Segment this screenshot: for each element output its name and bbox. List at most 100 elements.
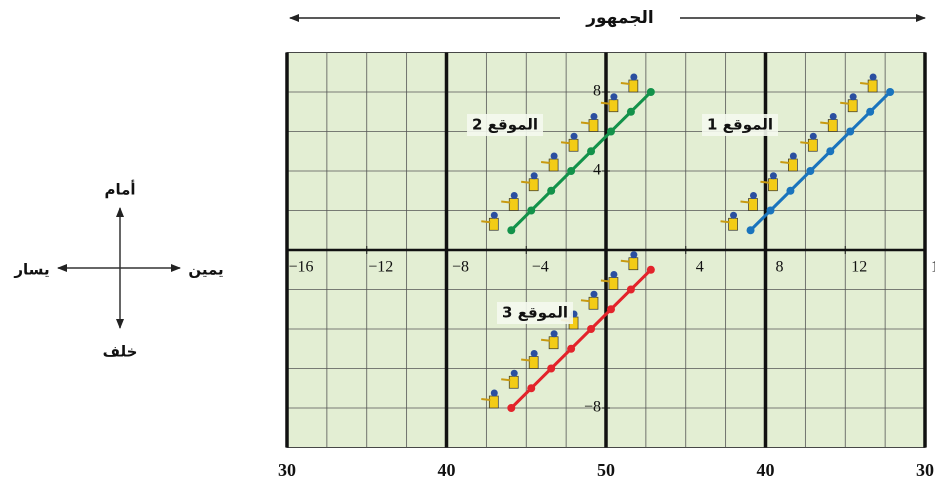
- marcher-horn: [481, 220, 491, 224]
- marcher-horn: [540, 161, 551, 164]
- point: [547, 364, 556, 373]
- marcher-horn: [501, 378, 511, 382]
- point: [866, 107, 875, 116]
- point: [646, 265, 655, 274]
- marcher-body: [807, 138, 818, 152]
- point: [626, 285, 635, 294]
- marcher-hat: [809, 132, 817, 140]
- marcher-horn: [620, 259, 630, 263]
- marcher-hat: [490, 211, 498, 219]
- marcher: [620, 251, 639, 271]
- marcher-body: [788, 158, 798, 172]
- marcher-body: [608, 277, 619, 290]
- marcher: [501, 192, 519, 211]
- marcher: [580, 113, 599, 132]
- marcher-body: [867, 79, 878, 93]
- marcher: [481, 211, 499, 231]
- marcher-horn: [760, 180, 770, 184]
- point: [826, 147, 835, 156]
- marcher-body: [748, 198, 758, 211]
- marcher-body: [628, 79, 639, 93]
- marcher-hat: [849, 93, 857, 101]
- marcher: [800, 132, 818, 152]
- marcher-body: [588, 296, 599, 310]
- marcher-body: [508, 375, 519, 389]
- marcher-hat: [789, 152, 797, 160]
- marcher-horn: [560, 141, 571, 145]
- point: [527, 384, 536, 393]
- point: [626, 107, 635, 116]
- marcher-hat: [510, 192, 518, 199]
- point: [766, 206, 775, 215]
- marcher: [540, 152, 559, 172]
- y-tick-label: 8: [593, 83, 601, 100]
- marcher: [780, 152, 798, 172]
- point: [846, 127, 855, 136]
- x-tick-label: −16: [288, 259, 313, 276]
- point: [547, 186, 556, 195]
- marcher: [760, 172, 778, 192]
- marcher: [820, 113, 838, 132]
- marcher-hat: [610, 93, 618, 101]
- y-tick-label: 4: [593, 162, 601, 179]
- marcher-horn: [600, 101, 611, 105]
- marcher-horn: [859, 82, 870, 85]
- x-tick-label: 12: [851, 259, 867, 276]
- marcher-horn: [780, 161, 790, 164]
- marcher-body: [827, 119, 838, 132]
- marcher-body: [568, 138, 579, 152]
- x-tick-label: −12: [368, 259, 393, 276]
- marcher-body: [847, 99, 858, 113]
- marcher-hat: [550, 152, 558, 160]
- marcher-horn: [800, 141, 810, 145]
- marcher-body: [768, 178, 778, 192]
- marcher: [521, 350, 539, 369]
- marcher-horn: [521, 358, 531, 362]
- point: [527, 206, 536, 215]
- position-label: الموقع 3: [502, 304, 568, 322]
- point: [746, 226, 755, 235]
- point: [646, 88, 655, 96]
- point: [606, 127, 615, 136]
- x-tick-label: 16: [931, 259, 935, 276]
- point: [886, 88, 895, 96]
- yard-number: 30: [916, 460, 934, 480]
- marcher-body: [528, 178, 539, 192]
- label-bg: [497, 302, 573, 324]
- marcher: [720, 211, 738, 231]
- marcher-body: [528, 356, 539, 369]
- marcher-horn: [481, 398, 491, 401]
- point: [806, 167, 815, 175]
- point: [587, 325, 596, 333]
- marcher: [501, 369, 519, 389]
- marcher: [560, 132, 579, 152]
- marcher-hat: [769, 172, 777, 180]
- marcher-body: [488, 217, 499, 231]
- yard-number: 40: [438, 460, 456, 480]
- direction-label: أمام: [104, 180, 135, 199]
- x-tick-label: 8: [776, 259, 784, 276]
- chart-title: الجمهور: [585, 8, 654, 28]
- x-tick-label: 4: [696, 259, 704, 276]
- marcher-hat: [570, 132, 578, 140]
- marcher-body: [728, 217, 738, 231]
- point: [606, 305, 615, 314]
- marcher-body: [608, 99, 619, 113]
- marcher-hat: [550, 330, 558, 338]
- marcher-horn: [820, 121, 830, 125]
- series-line: [749, 90, 892, 232]
- marcher: [521, 172, 539, 192]
- marcher: [600, 93, 619, 113]
- marcher-body: [588, 119, 599, 132]
- marcher-hat: [530, 172, 538, 180]
- marcher-hat: [630, 73, 638, 81]
- marcher-horn: [600, 279, 611, 283]
- yard-number: 40: [757, 460, 775, 480]
- marcher-hat: [590, 290, 598, 298]
- point: [567, 167, 576, 175]
- label-bg: [702, 114, 778, 136]
- position-label: الموقع 1: [707, 116, 773, 134]
- marcher-hat: [490, 389, 498, 397]
- marcher: [859, 73, 878, 93]
